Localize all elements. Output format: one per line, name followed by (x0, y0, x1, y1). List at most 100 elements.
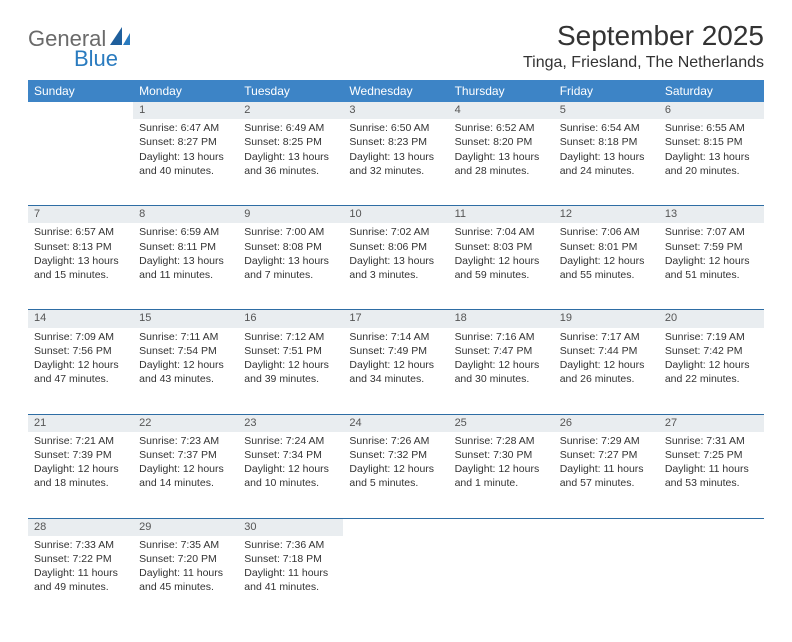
day-number (343, 518, 448, 536)
daylight-text: Daylight: 13 hours and 32 minutes. (349, 150, 442, 178)
weekday-header: Tuesday (238, 80, 343, 102)
sunset-text: Sunset: 8:25 PM (244, 135, 337, 149)
week-row: Sunrise: 7:21 AMSunset: 7:39 PMDaylight:… (28, 432, 764, 519)
sunset-text: Sunset: 7:44 PM (560, 344, 653, 358)
day-number: 22 (133, 414, 238, 432)
day-number-row: 78910111213 (28, 206, 764, 224)
day-cell: Sunrise: 7:04 AMSunset: 8:03 PMDaylight:… (449, 223, 554, 310)
day-number: 30 (238, 518, 343, 536)
sunrise-text: Sunrise: 7:24 AM (244, 434, 337, 448)
sunrise-text: Sunrise: 7:02 AM (349, 225, 442, 239)
day-number: 1 (133, 102, 238, 119)
day-cell: Sunrise: 7:14 AMSunset: 7:49 PMDaylight:… (343, 328, 448, 415)
sunset-text: Sunset: 7:59 PM (665, 240, 758, 254)
day-number: 4 (449, 102, 554, 119)
day-number: 19 (554, 310, 659, 328)
day-cell: Sunrise: 7:23 AMSunset: 7:37 PMDaylight:… (133, 432, 238, 519)
day-cell: Sunrise: 6:54 AMSunset: 8:18 PMDaylight:… (554, 119, 659, 206)
day-cell: Sunrise: 7:07 AMSunset: 7:59 PMDaylight:… (659, 223, 764, 310)
sunset-text: Sunset: 8:18 PM (560, 135, 653, 149)
sunrise-text: Sunrise: 7:28 AM (455, 434, 548, 448)
day-cell (449, 536, 554, 622)
sunrise-text: Sunrise: 6:54 AM (560, 121, 653, 135)
sunrise-text: Sunrise: 7:16 AM (455, 330, 548, 344)
sunrise-text: Sunrise: 7:06 AM (560, 225, 653, 239)
day-cell: Sunrise: 6:50 AMSunset: 8:23 PMDaylight:… (343, 119, 448, 206)
sunrise-text: Sunrise: 6:47 AM (139, 121, 232, 135)
sunrise-text: Sunrise: 6:49 AM (244, 121, 337, 135)
day-number: 6 (659, 102, 764, 119)
day-number (659, 518, 764, 536)
daylight-text: Daylight: 11 hours and 49 minutes. (34, 566, 127, 594)
day-cell: Sunrise: 6:57 AMSunset: 8:13 PMDaylight:… (28, 223, 133, 310)
calendar-table: Sunday Monday Tuesday Wednesday Thursday… (28, 80, 764, 622)
day-number: 7 (28, 206, 133, 224)
weekday-header: Thursday (449, 80, 554, 102)
day-number: 26 (554, 414, 659, 432)
day-number: 13 (659, 206, 764, 224)
sunset-text: Sunset: 8:13 PM (34, 240, 127, 254)
daylight-text: Daylight: 12 hours and 18 minutes. (34, 462, 127, 490)
daylight-text: Daylight: 12 hours and 34 minutes. (349, 358, 442, 386)
daylight-text: Daylight: 12 hours and 39 minutes. (244, 358, 337, 386)
day-cell: Sunrise: 7:33 AMSunset: 7:22 PMDaylight:… (28, 536, 133, 622)
day-number: 16 (238, 310, 343, 328)
day-cell: Sunrise: 6:59 AMSunset: 8:11 PMDaylight:… (133, 223, 238, 310)
day-number: 23 (238, 414, 343, 432)
day-cell: Sunrise: 7:06 AMSunset: 8:01 PMDaylight:… (554, 223, 659, 310)
sunset-text: Sunset: 7:47 PM (455, 344, 548, 358)
sunrise-text: Sunrise: 7:35 AM (139, 538, 232, 552)
daylight-text: Daylight: 12 hours and 51 minutes. (665, 254, 758, 282)
sunset-text: Sunset: 7:37 PM (139, 448, 232, 462)
day-cell (554, 536, 659, 622)
day-number-row: 21222324252627 (28, 414, 764, 432)
day-cell: Sunrise: 7:29 AMSunset: 7:27 PMDaylight:… (554, 432, 659, 519)
day-number: 25 (449, 414, 554, 432)
sunrise-text: Sunrise: 7:19 AM (665, 330, 758, 344)
daylight-text: Daylight: 12 hours and 22 minutes. (665, 358, 758, 386)
sunset-text: Sunset: 7:25 PM (665, 448, 758, 462)
sunrise-text: Sunrise: 6:59 AM (139, 225, 232, 239)
sunset-text: Sunset: 7:22 PM (34, 552, 127, 566)
logo: General Blue (28, 20, 132, 72)
sunrise-text: Sunrise: 7:11 AM (139, 330, 232, 344)
daylight-text: Daylight: 11 hours and 45 minutes. (139, 566, 232, 594)
daylight-text: Daylight: 13 hours and 15 minutes. (34, 254, 127, 282)
sunset-text: Sunset: 8:20 PM (455, 135, 548, 149)
day-cell: Sunrise: 7:36 AMSunset: 7:18 PMDaylight:… (238, 536, 343, 622)
weekday-header: Sunday (28, 80, 133, 102)
day-cell: Sunrise: 6:52 AMSunset: 8:20 PMDaylight:… (449, 119, 554, 206)
week-row: Sunrise: 6:47 AMSunset: 8:27 PMDaylight:… (28, 119, 764, 206)
sunset-text: Sunset: 8:03 PM (455, 240, 548, 254)
day-cell: Sunrise: 7:24 AMSunset: 7:34 PMDaylight:… (238, 432, 343, 519)
day-cell: Sunrise: 7:12 AMSunset: 7:51 PMDaylight:… (238, 328, 343, 415)
day-cell: Sunrise: 7:31 AMSunset: 7:25 PMDaylight:… (659, 432, 764, 519)
sunset-text: Sunset: 7:56 PM (34, 344, 127, 358)
day-cell: Sunrise: 7:16 AMSunset: 7:47 PMDaylight:… (449, 328, 554, 415)
day-number: 8 (133, 206, 238, 224)
daylight-text: Daylight: 13 hours and 28 minutes. (455, 150, 548, 178)
sunrise-text: Sunrise: 7:04 AM (455, 225, 548, 239)
day-number: 28 (28, 518, 133, 536)
sunrise-text: Sunrise: 7:31 AM (665, 434, 758, 448)
week-row: Sunrise: 7:09 AMSunset: 7:56 PMDaylight:… (28, 328, 764, 415)
daylight-text: Daylight: 13 hours and 7 minutes. (244, 254, 337, 282)
day-number-row: 123456 (28, 102, 764, 119)
daylight-text: Daylight: 12 hours and 43 minutes. (139, 358, 232, 386)
day-number (28, 102, 133, 119)
day-number: 21 (28, 414, 133, 432)
day-cell: Sunrise: 7:17 AMSunset: 7:44 PMDaylight:… (554, 328, 659, 415)
sunset-text: Sunset: 7:51 PM (244, 344, 337, 358)
day-number (554, 518, 659, 536)
sunset-text: Sunset: 8:11 PM (139, 240, 232, 254)
sunrise-text: Sunrise: 7:23 AM (139, 434, 232, 448)
daylight-text: Daylight: 11 hours and 57 minutes. (560, 462, 653, 490)
weekday-header: Friday (554, 80, 659, 102)
calendar-page: General Blue September 2025 Tinga, Fries… (0, 0, 792, 642)
day-number: 18 (449, 310, 554, 328)
sunset-text: Sunset: 8:23 PM (349, 135, 442, 149)
day-number: 2 (238, 102, 343, 119)
weekday-header: Wednesday (343, 80, 448, 102)
sunset-text: Sunset: 7:39 PM (34, 448, 127, 462)
day-number: 9 (238, 206, 343, 224)
